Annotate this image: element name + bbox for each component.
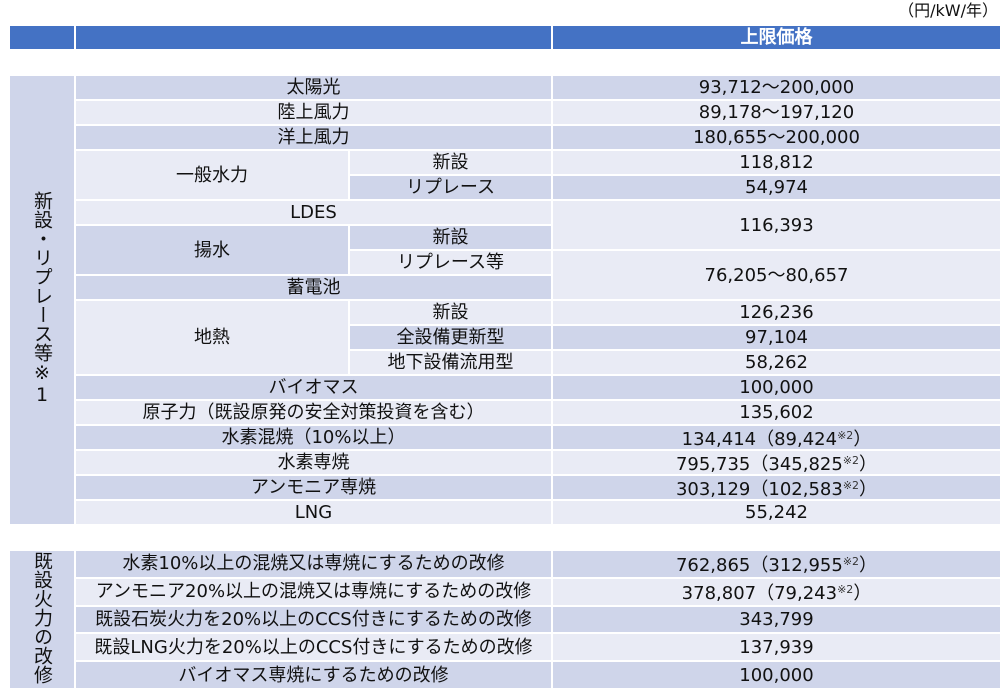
price-retrofit-nh3: 378,807（79,243※2） (553, 578, 1000, 605)
price-retrofit-coal-ccs: 343,799 (553, 606, 1000, 633)
item-hydro: 一般水力 (76, 151, 348, 199)
header-item (76, 26, 551, 49)
header-price: 上限価格 (553, 26, 1000, 49)
price-cap-table: 上限価格 新設・リプレース等※1 太陽光 93,712～200,000 陸上風力… (8, 24, 1002, 690)
item-nuclear: 原子力（既設原発の安全対策投資を含む） (76, 401, 551, 424)
table-row: 陸上風力 89,178～197,120 (10, 101, 1000, 124)
unit-label: （円/kW/年） (898, 1, 998, 20)
table-row: 地熱 新設 126,236 (10, 301, 1000, 374)
table-row: 既設LNG火力を20%以上のCCS付きにするための改修 137,939 (10, 634, 1000, 661)
item-retrofit-biomass: バイオマス専焼にするための改修 (76, 662, 551, 688)
sub-geothermal-underground: 地下設備流用型 (350, 351, 551, 374)
sub-hydro-new: 新設 (350, 151, 551, 174)
footnote-mark: ※2 (842, 454, 860, 467)
price-geothermal-full: 97,104 (553, 326, 1000, 349)
price-retrofit-biomass: 100,000 (553, 662, 1000, 688)
sub-pumped-replace: リプレース等 (350, 251, 551, 274)
item-geothermal: 地熱 (76, 301, 348, 374)
item-ldes: LDES (76, 201, 551, 224)
item-battery: 蓄電池 (76, 276, 551, 299)
price-retrofit-h2: 762,865（312,955※2） (553, 551, 1000, 577)
item-retrofit-nh3: アンモニア20%以上の混焼又は専焼にするための改修 (76, 578, 551, 605)
item-solar: 太陽光 (76, 76, 551, 99)
item-offshore-wind: 洋上風力 (76, 126, 551, 149)
price-geothermal-new: 126,236 (553, 301, 1000, 324)
header-row: 上限価格 (10, 26, 1000, 49)
footnote-mark: ※2 (842, 479, 860, 492)
sub-hydro-replace: リプレース (350, 176, 551, 199)
table-row: 蓄電池 (10, 276, 1000, 299)
table-row: 水素混焼（10%以上） 134,414（89,424※2） (10, 426, 1000, 449)
price-ldes-pumped-new: 116,393 (553, 201, 1000, 249)
table-row: LNG 55,242 (10, 501, 1000, 524)
price-solar: 93,712～200,000 (553, 76, 1000, 99)
footnote-mark: ※2 (842, 555, 860, 569)
item-biomass: バイオマス (76, 376, 551, 399)
price-offshore-wind: 180,655～200,000 (553, 126, 1000, 149)
table-row: 既設火力の 改修 水素10%以上の混焼又は専焼にするための改修 762,865（… (10, 551, 1000, 688)
table-row: リプレース 54,974 (10, 176, 1000, 199)
table-row: アンモニア20%以上の混焼又は専焼にするための改修 378,807（79,243… (10, 578, 1000, 605)
header-category (10, 26, 74, 49)
price-pumped-replace-battery: 76,205～80,657 (553, 251, 1000, 299)
table-row: 揚水 新設 (10, 226, 1000, 274)
price-geothermal-underground: 58,262 (553, 351, 1000, 374)
price-nuclear: 135,602 (553, 401, 1000, 424)
sub-geothermal-full: 全設備更新型 (350, 326, 551, 349)
price-lng: 55,242 (553, 501, 1000, 524)
footnote-mark: ※2 (837, 583, 854, 597)
item-retrofit-coal-ccs: 既設石炭火力を20%以上のCCS付きにするための改修 (76, 606, 551, 633)
table-row: 全設備更新型 97,104 (10, 326, 1000, 349)
item-nh3-mono: アンモニア専焼 (76, 476, 551, 499)
price-h2-mono: 795,735（345,825※2） (553, 451, 1000, 474)
price-retrofit-lng-ccs: 137,939 (553, 634, 1000, 661)
table-row: 既設石炭火力を20%以上のCCS付きにするための改修 343,799 (10, 606, 1000, 633)
sub-pumped-new: 新設 (350, 226, 551, 249)
price-h2-cofire: 134,414（89,424※2） (553, 426, 1000, 449)
table-row: 新設・リプレース等※1 太陽光 93,712～200,000 (10, 76, 1000, 524)
table-row: 洋上風力 180,655～200,000 (10, 126, 1000, 149)
price-onshore-wind: 89,178～197,120 (553, 101, 1000, 124)
table-row: バイオマス 100,000 (10, 376, 1000, 399)
table-row: 原子力（既設原発の安全対策投資を含む） 135,602 (10, 401, 1000, 424)
table-row: バイオマス専焼にするための改修 100,000 (10, 662, 1000, 688)
price-hydro-new: 118,812 (553, 151, 1000, 174)
footnote-mark: ※2 (837, 429, 854, 442)
table-row: LDES 116,393 (10, 201, 1000, 249)
item-onshore-wind: 陸上風力 (76, 101, 551, 124)
section-label-retrofit: 既設火力の 改修 (10, 551, 74, 688)
item-h2-cofire: 水素混焼（10%以上） (76, 426, 551, 449)
item-lng: LNG (76, 501, 551, 524)
item-h2-mono: 水素専焼 (76, 451, 551, 474)
price-hydro-replace: 54,974 (553, 176, 1000, 199)
item-pumped: 揚水 (76, 226, 348, 274)
table-row: リプレース等 76,205～80,657 (10, 251, 1000, 299)
item-retrofit-lng-ccs: 既設LNG火力を20%以上のCCS付きにするための改修 (76, 634, 551, 661)
section-label-new: 新設・リプレース等※1 (10, 76, 74, 524)
table-row: 一般水力 新設 118,812 (10, 151, 1000, 199)
sub-geothermal-new: 新設 (350, 301, 551, 324)
price-biomass: 100,000 (553, 376, 1000, 399)
table-row: 水素専焼 795,735（345,825※2） (10, 451, 1000, 474)
table-row: 地下設備流用型 58,262 (10, 351, 1000, 374)
price-nh3-mono: 303,129（102,583※2） (553, 476, 1000, 499)
table-row: アンモニア専焼 303,129（102,583※2） (10, 476, 1000, 499)
item-retrofit-h2: 水素10%以上の混焼又は専焼にするための改修 (76, 551, 551, 577)
